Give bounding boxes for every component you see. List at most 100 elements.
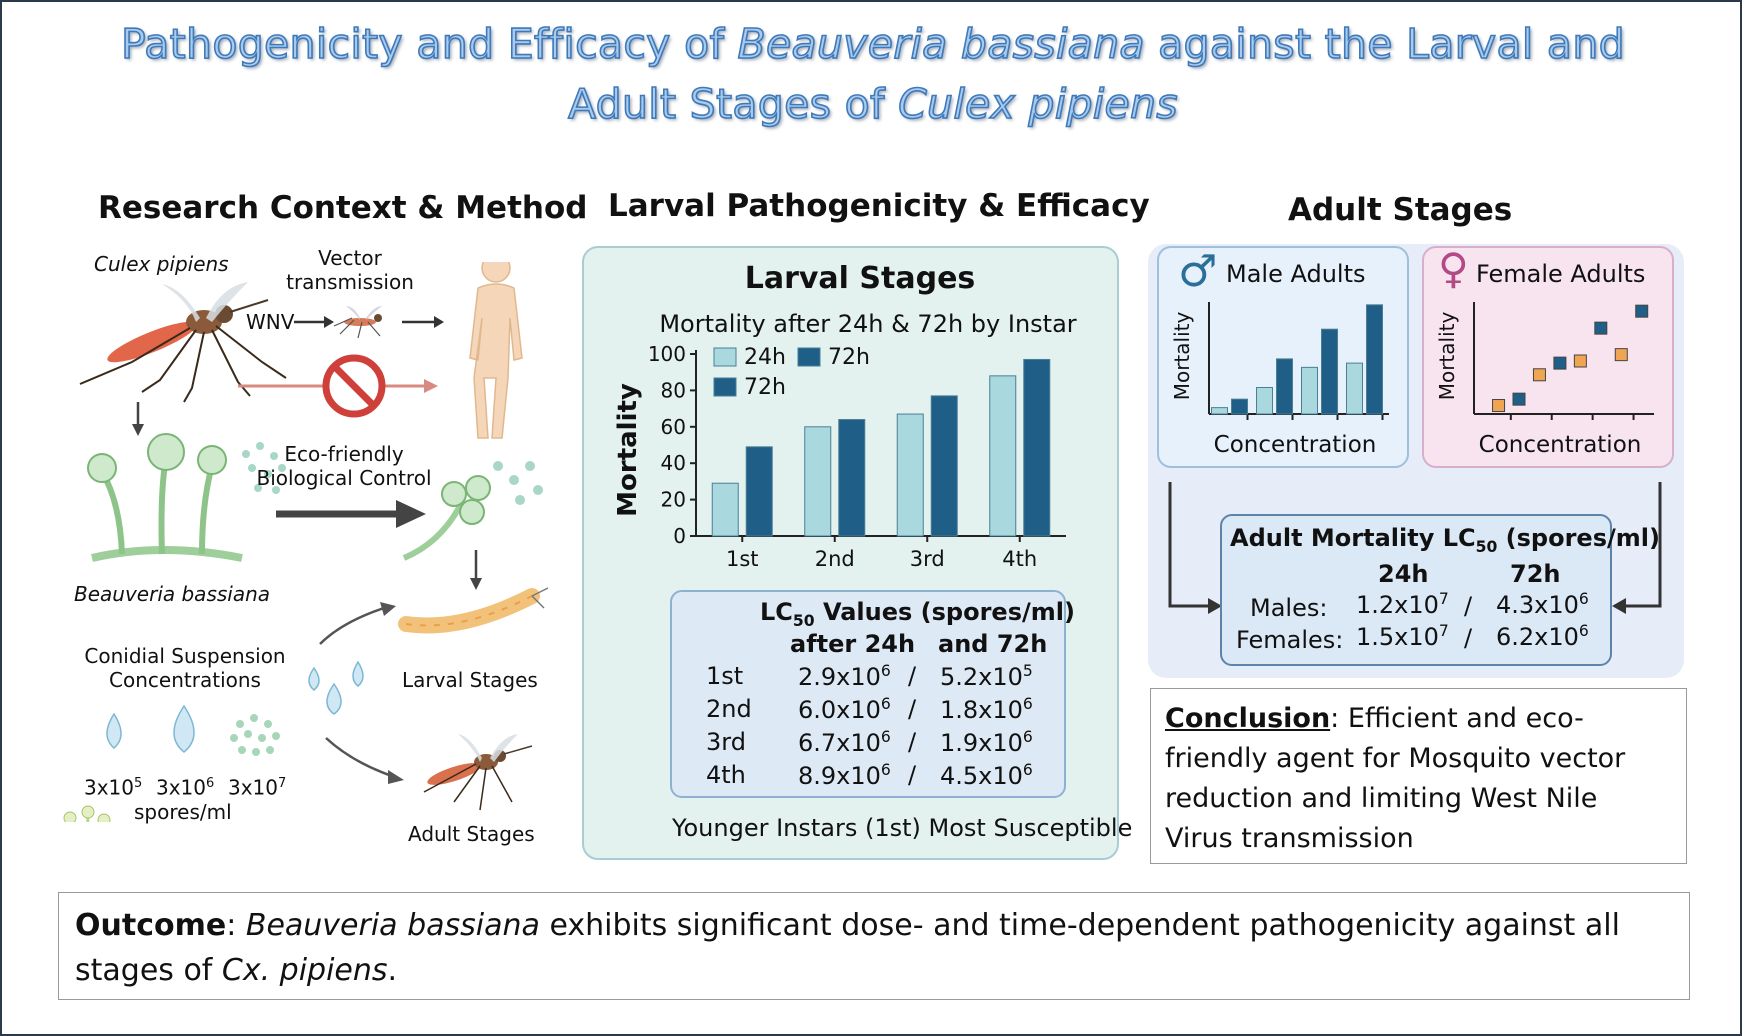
lc50-col-72h: and 72h [938, 630, 1048, 658]
small-fungus-icon [63, 805, 111, 822]
female-point [1594, 321, 1608, 335]
larval-heading: Larval Pathogenicity & Efficacy [608, 188, 1150, 224]
male-bar [1346, 362, 1363, 415]
adult-col-24h: 24h [1378, 560, 1429, 588]
female-x-label: Concentration [1479, 432, 1642, 458]
larval-footer: Younger Instars (1st) Most Susceptible [672, 814, 1133, 842]
female-symbol-icon: ♀ [1438, 244, 1469, 293]
conidial-label-line1: Conidial Suspension [84, 644, 286, 668]
chart-y-label: Mortality [613, 383, 643, 517]
outcome-text-1: exhibits significant dose- and time-depe… [75, 908, 1620, 988]
adult-col-72h: 72h [1510, 560, 1561, 588]
conclusion-box: Conclusion: Efficient and eco-friendly a… [1150, 688, 1687, 864]
y-tick-label: 80 [661, 378, 686, 402]
eco-label: Eco-friendly Biological Control [254, 442, 434, 490]
conidial-label-line2: Concentrations [109, 668, 261, 692]
lc50-row-instar: 3rd [706, 728, 746, 756]
vector-label-line1: Vector [318, 246, 382, 270]
context-heading: Research Context & Method [98, 190, 588, 226]
x-tick-label: 1st [726, 547, 759, 571]
males-label: Males: [1250, 594, 1328, 622]
male-bar [1276, 358, 1293, 415]
eco-label-line1: Eco-friendly [284, 442, 404, 466]
male-bar [1301, 366, 1318, 415]
bar-24h-4th [989, 375, 1017, 537]
bar-72h-3rd [930, 395, 958, 537]
context-illustration [63, 262, 549, 822]
adult-lc50-title: Adult Mortality LC50 (spores/ml) [1230, 524, 1660, 556]
lc50-title: LC50 Values (spores/ml) [760, 598, 1075, 630]
outcome-label: Outcome [75, 908, 227, 943]
female-chart: Mortality Concentration [1435, 302, 1654, 458]
males-72h-value: 4.3x106 [1496, 590, 1589, 619]
bar-24h-2nd [804, 426, 832, 537]
larval-panel-title: Larval Stages [745, 261, 976, 296]
male-bar [1231, 398, 1248, 415]
male-title: Male Adults [1226, 260, 1366, 288]
x-tick-label: 4th [1002, 547, 1037, 571]
female-point [1512, 392, 1526, 406]
lc50-row-24h: 6.7x106 [798, 728, 891, 757]
adult-stage-label: Adult Stages [408, 822, 535, 846]
lc50-row-sep: / [908, 695, 917, 723]
spores-unit-label: spores/ml [134, 800, 232, 824]
male-bar [1321, 328, 1338, 415]
vector-label-line2: transmission [286, 270, 414, 294]
female-title: Female Adults [1476, 260, 1646, 288]
outcome-species: Beauveria bassiana [245, 908, 540, 943]
conc-3-label: 3x107 [228, 775, 287, 800]
adult-lc50-table [1220, 514, 1612, 666]
legend-label: 72h [744, 375, 786, 400]
title-text-3: Adult Stages of [567, 79, 899, 129]
legend-swatch [797, 347, 821, 367]
female-point [1614, 348, 1628, 362]
title-species-2: Culex pipiens [897, 79, 1178, 129]
conc-mid-icon [173, 704, 195, 753]
male-chart: Mortality Concentration [1170, 302, 1389, 458]
legend-swatch [713, 377, 737, 397]
title-text-2: against the Larval and [1144, 19, 1625, 69]
male-bar [1211, 407, 1228, 415]
x-tick-label: 3rd [910, 547, 945, 571]
lc50-row-sep: / [908, 662, 917, 690]
y-tick-label: 0 [673, 524, 686, 548]
bar-24h-3rd [896, 413, 924, 537]
male-bar [1366, 304, 1383, 415]
fungus-spores-icon [402, 461, 543, 561]
lc50-row-24h: 6.0x106 [798, 695, 891, 724]
lc50-row-72h: 4.5x106 [940, 761, 1033, 790]
lc50-row-instar: 4th [706, 761, 746, 789]
lc50-row-instar: 2nd [706, 695, 752, 723]
females-label: Females: [1236, 626, 1344, 654]
eco-label-line2: Biological Control [256, 466, 432, 490]
title-species-1: Beauveria bassiana [737, 19, 1146, 69]
conc-low-icon [106, 712, 122, 749]
conc-1-label: 3x105 [84, 775, 143, 800]
conc-2-label: 3x106 [156, 775, 215, 800]
vector-label: Vector transmission [270, 246, 430, 294]
female-point [1573, 354, 1587, 368]
males-24h-value: 1.2x107 [1356, 590, 1449, 619]
small-mosquito-icon [333, 306, 382, 339]
female-adults-card [1422, 246, 1674, 468]
larval-chart: Larval Stages Mortality after 24h & 72h … [613, 261, 1077, 571]
lc50-row-72h: 1.8x106 [940, 695, 1033, 724]
outcome-species-2: Cx. pipiens [221, 953, 388, 988]
females-72h-value: 6.2x106 [1496, 622, 1589, 651]
bar-72h-1st [745, 446, 773, 537]
larva-icon [398, 587, 549, 634]
legend-swatch [713, 347, 737, 367]
female-y-label: Mortality [1435, 312, 1459, 401]
y-tick-label: 20 [661, 488, 686, 512]
legend-label: 24h [744, 345, 786, 370]
fungus-icon [87, 433, 243, 562]
title-text-1: Pathogenicity and Efficacy of [120, 19, 738, 69]
mosquito-label: Culex pipiens [94, 252, 229, 276]
lc50-col-24h: after 24h [790, 630, 916, 658]
outcome-text-2: . [387, 953, 398, 988]
lc50-row-24h: 2.9x106 [798, 662, 891, 691]
droplet-icon [308, 660, 364, 715]
x-tick-label: 2nd [815, 547, 855, 571]
male-x-label: Concentration [1214, 432, 1377, 458]
